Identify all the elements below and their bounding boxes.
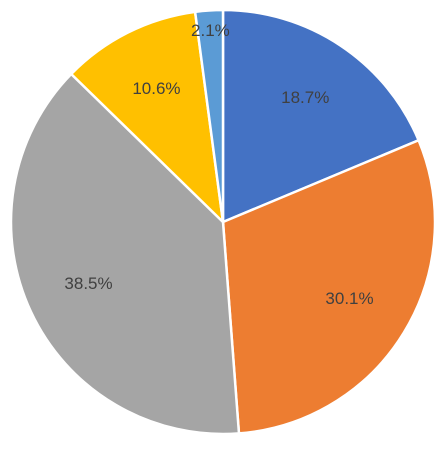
pie-slice [221, 138, 437, 435]
pie-slice [221, 8, 421, 224]
data-label: 2.1% [191, 21, 230, 40]
pie-slice [193, 8, 225, 223]
data-label: 38.5% [64, 274, 112, 293]
data-label: 30.1% [325, 289, 373, 308]
pie-slice [69, 10, 225, 226]
pie-slice [9, 72, 241, 436]
data-label: 18.7% [281, 88, 329, 107]
data-label: 10.6% [132, 79, 180, 98]
